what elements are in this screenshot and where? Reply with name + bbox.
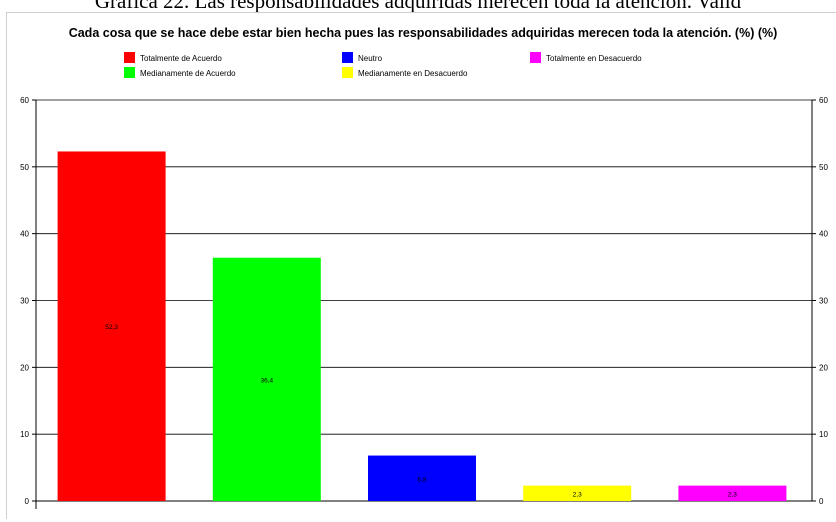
y-tick-label-right: 20	[819, 363, 828, 372]
y-tick-label-left: 50	[20, 163, 29, 172]
legend: Totalmente de Acuerdo Neutro Totalmente en…	[124, 52, 642, 78]
y-tick-label-right: 40	[819, 230, 828, 239]
bar	[212, 257, 321, 501]
y-tick-label-right: 50	[819, 163, 828, 172]
bar-value-label: 52,3	[105, 324, 118, 331]
legend-swatch	[342, 67, 353, 78]
bars: 52,3 36,4 6,8 2,3 2,3	[57, 151, 787, 501]
y-tick-label-left: 30	[20, 297, 29, 306]
y-tick-label-right: 30	[819, 297, 828, 306]
y-tick-label-right: 10	[819, 430, 828, 439]
legend-label: Medianamente en Desacuerdo	[358, 69, 468, 78]
legend-label: Medianamente de Acuerdo	[140, 69, 236, 78]
page-caption: Grafica 22. Las responsabilidades adquir…	[94, 0, 742, 13]
bar-value-label: 2,3	[573, 491, 582, 498]
y-tick-label-left: 10	[20, 430, 29, 439]
y-tick-label-left: 20	[20, 363, 29, 372]
y-tick-label-left: 40	[20, 230, 29, 239]
bar-value-label: 2,3	[728, 491, 737, 498]
y-tick-label-left: 60	[20, 96, 29, 105]
bar	[523, 485, 632, 501]
chart-title: Cada cosa que se hace debe estar bien he…	[69, 26, 778, 40]
bar-value-label: 36,4	[260, 377, 273, 384]
bar	[678, 485, 787, 501]
y-tick-label-right: 60	[819, 96, 828, 105]
bar-value-label: 6,8	[417, 476, 426, 483]
legend-swatch	[124, 67, 135, 78]
bar	[368, 455, 476, 501]
legend-label: Neutro	[358, 54, 383, 63]
y-tick-label-right: 0	[819, 497, 824, 506]
y-tick-label-left: 0	[25, 497, 30, 506]
bar	[57, 151, 166, 501]
legend-swatch	[124, 52, 135, 63]
legend-swatch	[342, 52, 353, 63]
legend-label: Totalmente en Desacuerdo	[546, 54, 642, 63]
legend-swatch	[530, 52, 541, 63]
legend-label: Totalmente de Acuerdo	[140, 54, 222, 63]
